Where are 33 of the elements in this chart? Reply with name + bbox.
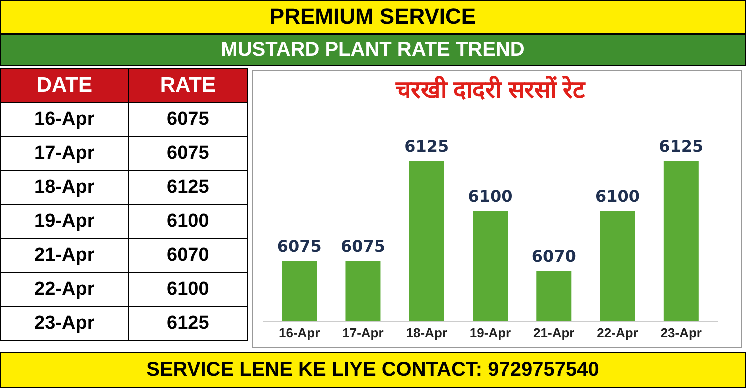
text: RATE [128,68,248,102]
x-tick-label: 22-Apr [597,326,638,340]
x-tick-label: 17-Apr [342,326,384,340]
category-label: 17-Apr [0,136,129,170]
category-label: 19-Apr [0,204,129,238]
data-label: 6070 [128,238,248,272]
x-tick-label: 16-Apr [278,326,320,340]
category-label: 16-Apr [0,102,129,136]
x-tick-label: 23-Apr [660,326,702,340]
text: SERVICE LENE KE LIYE CONTACT: 9729757540 [0,352,746,388]
data-label: 6075 [340,237,386,256]
data-label: 6100 [128,204,248,238]
data-label: 6075 [277,237,322,256]
x-tick-label: 19-Apr [470,326,512,340]
data-label: 6075 [128,102,248,136]
category-label: 18-Apr [0,170,129,204]
data-label: 6100 [468,187,513,206]
data-label: 6125 [404,137,450,156]
data-label: 6100 [128,272,248,306]
chart-title: चरखी दादरी सरसों रेट [394,76,586,104]
data-label: 6100 [596,187,640,206]
data-label: 6070 [532,247,576,266]
data-label: 6125 [128,306,248,340]
text: PREMIUM SERVICE [0,0,746,34]
category-label: 21-Apr [0,238,129,272]
category-label: 22-Apr [0,272,129,306]
x-tick-label: 21-Apr [534,326,575,340]
x-tick-label: 18-Apr [406,326,448,340]
data-label: 6125 [128,170,248,204]
text: DATE [0,68,129,102]
data-label: 6075 [128,136,248,170]
text: MUSTARD PLANT RATE TREND [0,34,746,66]
data-label: 6125 [659,137,704,156]
